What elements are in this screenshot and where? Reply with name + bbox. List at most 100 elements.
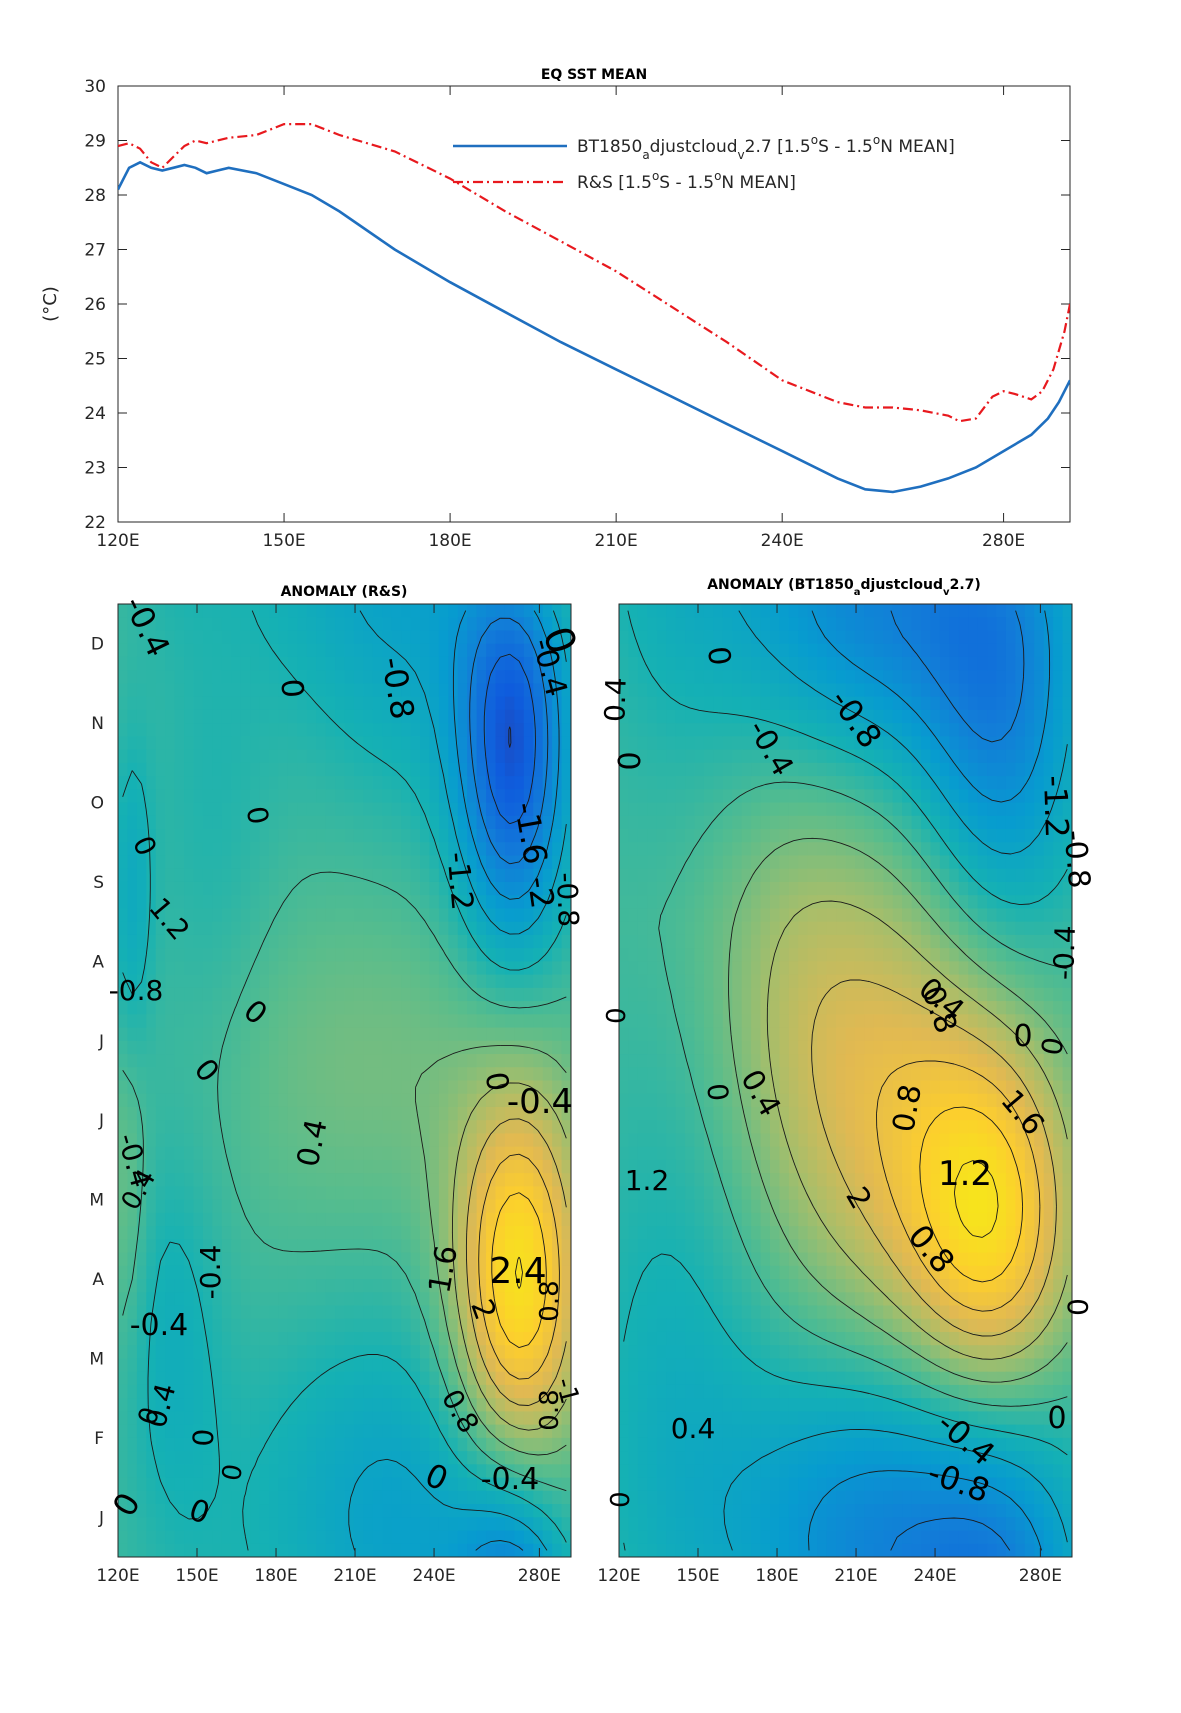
- x-tick-label: 180E: [254, 1566, 297, 1586]
- heatmap-cell: [467, 1001, 478, 1015]
- heatmap-cell: [240, 842, 251, 857]
- heatmap-cell: [457, 1490, 468, 1505]
- heatmap-cell: [514, 802, 525, 817]
- heatmap-cell: [685, 974, 696, 989]
- heatmap-cell: [401, 1451, 412, 1465]
- heatmap-cell: [892, 921, 903, 936]
- heatmap-cell: [675, 709, 686, 724]
- heatmap-cell: [382, 1437, 393, 1452]
- heatmap-cell: [250, 1517, 261, 1532]
- heatmap-cell: [854, 723, 865, 737]
- heatmap-cell: [316, 1490, 327, 1505]
- heatmap-cell: [533, 881, 544, 896]
- heatmap-cell: [845, 842, 856, 857]
- heatmap-cell: [193, 1133, 204, 1148]
- heatmap-cell: [325, 1226, 336, 1240]
- heatmap-cell: [751, 895, 762, 910]
- heatmap-cell: [165, 1027, 176, 1042]
- heatmap-cell: [514, 789, 525, 804]
- heatmap-cell: [533, 802, 544, 817]
- heatmap-cell: [741, 656, 752, 671]
- heatmap-cell: [118, 709, 129, 724]
- heatmap-cell: [420, 1384, 431, 1399]
- heatmap-cell: [221, 1437, 232, 1452]
- heatmap-cell: [921, 934, 932, 949]
- heatmap-cell: [533, 961, 544, 976]
- heatmap-cell: [523, 1080, 534, 1095]
- heatmap-cell: [202, 974, 213, 989]
- heatmap-cell: [118, 1265, 129, 1280]
- heatmap-cell: [174, 1504, 185, 1518]
- heatmap-cell: [429, 1265, 440, 1280]
- heatmap-cell: [127, 1133, 138, 1148]
- heatmap-cell: [429, 802, 440, 817]
- heatmap-cell: [561, 1437, 571, 1452]
- heatmap-cell: [184, 1279, 195, 1293]
- heatmap-cell: [278, 1490, 289, 1505]
- heatmap-cell: [212, 643, 223, 658]
- heatmap-cell: [240, 1398, 251, 1413]
- heatmap-cell: [316, 789, 327, 804]
- heatmap-cell: [297, 723, 308, 737]
- heatmap-cell: [127, 855, 138, 870]
- heatmap-cell: [193, 1411, 204, 1426]
- heatmap-cell: [467, 696, 478, 711]
- heatmap-cell: [316, 1437, 327, 1452]
- heatmap-cell: [656, 829, 667, 843]
- heatmap-cell: [155, 908, 166, 923]
- heatmap-cell: [1043, 934, 1054, 949]
- heatmap-cell: [807, 762, 818, 777]
- heatmap-cell: [335, 1027, 346, 1042]
- heatmap-cell: [316, 749, 327, 764]
- heatmap-cell: [363, 1186, 374, 1201]
- heatmap-cell: [845, 656, 856, 671]
- heatmap-cell: [1015, 802, 1026, 817]
- heatmap-cell: [495, 815, 506, 830]
- heatmap-cell: [1005, 921, 1016, 936]
- heatmap-cell: [504, 709, 515, 724]
- heatmap-cell: [316, 1398, 327, 1413]
- heatmap-cell: [221, 1504, 232, 1518]
- heatmap-cell: [504, 1345, 515, 1360]
- heatmap-cell: [703, 670, 714, 685]
- heatmap-cell: [892, 723, 903, 737]
- heatmap-cell: [410, 934, 421, 949]
- heatmap-cell: [561, 1106, 571, 1121]
- heatmap-cell: [514, 1106, 525, 1121]
- heatmap-cell: [269, 1001, 280, 1015]
- heatmap-cell: [155, 749, 166, 764]
- heatmap-cell: [457, 974, 468, 989]
- heatmap-cell: [184, 815, 195, 830]
- heatmap-cell: [523, 617, 534, 632]
- heatmap-cell: [514, 974, 525, 989]
- heatmap-cell: [504, 908, 515, 923]
- heatmap-cell: [353, 1384, 364, 1399]
- heatmap-cell: [902, 709, 913, 724]
- heatmap-cell: [287, 1424, 298, 1439]
- heatmap-cell: [523, 868, 534, 883]
- heatmap-cell: [429, 1080, 440, 1095]
- heatmap-cell: [854, 630, 865, 645]
- heatmap-cell: [240, 643, 251, 658]
- heatmap-cell: [732, 762, 743, 777]
- heatmap-cell: [212, 1384, 223, 1399]
- heatmap-cell: [732, 974, 743, 989]
- heatmap-cell: [382, 948, 393, 962]
- heatmap-cell: [127, 1451, 138, 1465]
- heatmap-cell: [1034, 630, 1045, 645]
- heatmap-cell: [372, 802, 383, 817]
- heatmap-cell: [911, 855, 922, 870]
- heatmap-cell: [675, 948, 686, 962]
- heatmap-cell: [353, 1371, 364, 1386]
- heatmap-cell: [325, 1543, 336, 1557]
- heatmap-cell: [174, 1464, 185, 1479]
- heatmap-cell: [807, 855, 818, 870]
- heatmap-cell: [685, 842, 696, 857]
- heatmap-cell: [542, 1451, 553, 1465]
- heatmap-cell: [533, 1451, 544, 1465]
- heatmap-cell: [836, 908, 847, 923]
- heatmap-cell: [902, 670, 913, 685]
- heatmap-cell: [836, 855, 847, 870]
- heatmap-cell: [325, 1133, 336, 1148]
- heatmap-cell: [939, 762, 950, 777]
